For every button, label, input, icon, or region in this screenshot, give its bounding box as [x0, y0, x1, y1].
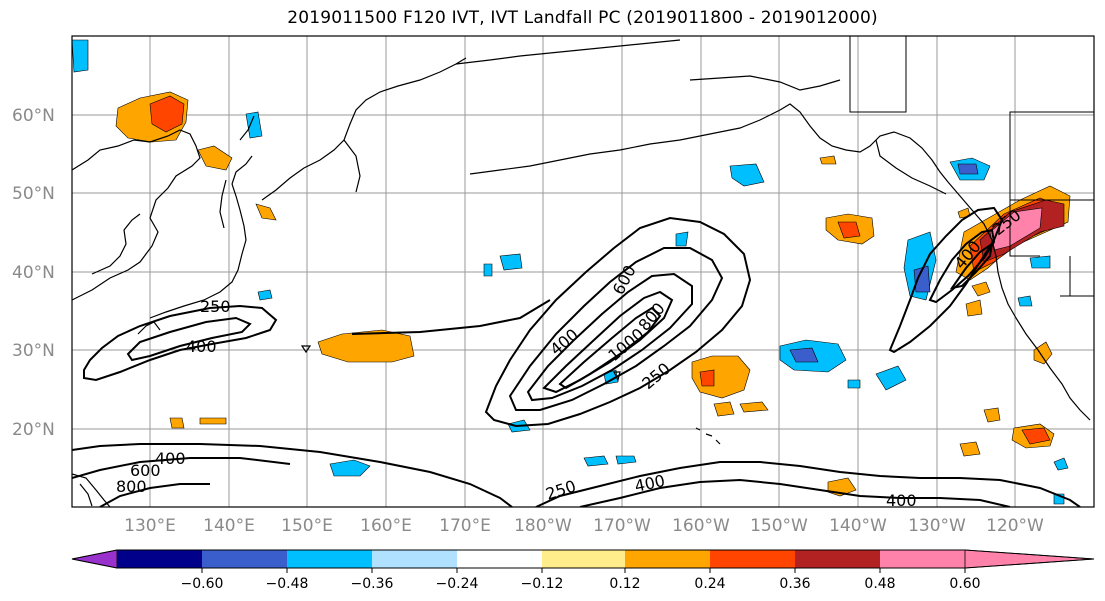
- lon-label: 170°W: [593, 516, 651, 536]
- colorbar-segment: [372, 550, 457, 568]
- colorbar-tick-label: −0.60: [181, 576, 224, 592]
- colorbar-tick-label: −0.36: [351, 576, 394, 592]
- map-frame: [71, 35, 1095, 508]
- colorbar-segment: [287, 550, 372, 568]
- coastlines: [72, 39, 1091, 507]
- negative-anomaly-fills: [72, 39, 1069, 505]
- lon-label: 170°E: [439, 516, 491, 536]
- colorbar-segment: [542, 550, 625, 568]
- contour-label: 400: [155, 449, 186, 468]
- colorbar-left-extension: [71, 549, 118, 569]
- colorbar-segment: [795, 550, 880, 568]
- contour-label: 400: [186, 337, 217, 356]
- lon-label: 130°E: [124, 516, 176, 536]
- colorbar-tick-label: −0.12: [521, 576, 564, 592]
- colorbar-right-extension: [964, 549, 1095, 569]
- lat-label-40n: 40°N: [12, 263, 55, 283]
- colorbar-tick-label: 0.12: [609, 576, 640, 592]
- contour-label: 600: [130, 461, 161, 480]
- lon-label: 150°W: [750, 516, 808, 536]
- colorbar-segment: [202, 550, 287, 568]
- lat-label-50n: 50°N: [12, 184, 55, 204]
- lat-label-60n: 60°N: [12, 106, 55, 126]
- colorbar-tick-label: −0.48: [266, 576, 309, 592]
- colorbar-segment: [117, 550, 202, 568]
- lon-label: 150°E: [281, 516, 333, 536]
- lon-label: 160°E: [360, 516, 412, 536]
- gridlines: [72, 36, 1094, 507]
- colorbar-ticks: [201, 568, 966, 573]
- lon-label: 120°W: [986, 516, 1044, 536]
- map-title: 2019011500 F120 IVT, IVT Landfall PC (20…: [287, 8, 878, 28]
- colorbar-tick-label: 0.48: [864, 576, 895, 592]
- ivt-contours: [72, 206, 1081, 507]
- colorbar-segment: [710, 550, 795, 568]
- lat-label-20n: 20°N: [12, 420, 55, 440]
- contour-label: 400: [886, 491, 917, 510]
- lon-label: 140°E: [203, 516, 255, 536]
- lon-label: 180°W: [514, 516, 572, 536]
- colorbar-tick-label: 0.36: [779, 576, 810, 592]
- contour-label: 250: [200, 297, 231, 316]
- colorbar-tick-label: 0.24: [694, 576, 725, 592]
- longitude-labels: 130°E 140°E 150°E 160°E 170°E 180°W 170°…: [124, 516, 1044, 536]
- colorbar: −0.60 −0.48 −0.36 −0.24 −0.12 0.12 0.24 …: [71, 549, 1095, 592]
- colorbar-tick-label: 0.60: [949, 576, 980, 592]
- latitude-labels: 60°N 50°N 40°N 30°N 20°N: [12, 106, 55, 440]
- lon-label: 140°W: [829, 516, 887, 536]
- lat-label-30n: 30°N: [12, 341, 55, 361]
- colorbar-segment: [457, 550, 542, 568]
- country-borders: [849, 36, 1094, 297]
- contour-label: 800: [116, 477, 147, 496]
- colorbar-outline: [71, 549, 1095, 569]
- lon-label: 130°W: [908, 516, 966, 536]
- colorbar-segment: [625, 550, 710, 568]
- lon-label: 160°W: [672, 516, 730, 536]
- colorbar-tick-label: −0.24: [436, 576, 479, 592]
- colorbar-segment: [880, 550, 965, 568]
